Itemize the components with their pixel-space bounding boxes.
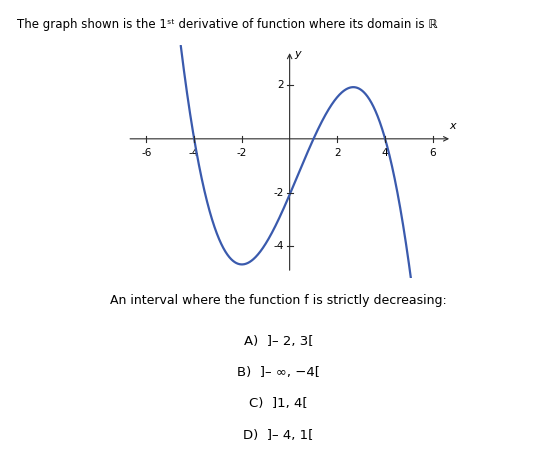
Text: -2: -2	[237, 148, 247, 158]
Text: 6: 6	[429, 148, 436, 158]
Text: -6: -6	[141, 148, 152, 158]
Text: 2: 2	[334, 148, 341, 158]
Text: An interval where the function f is strictly decreasing:: An interval where the function f is stri…	[110, 294, 447, 307]
Text: The graph shown is the 1ˢᵗ derivative of function where its domain is ℝ: The graph shown is the 1ˢᵗ derivative of…	[17, 18, 437, 31]
Text: -2: -2	[273, 188, 284, 198]
Text: 4: 4	[382, 148, 388, 158]
Text: A)  ]– 2, 3[: A) ]– 2, 3[	[244, 335, 313, 348]
Text: y: y	[295, 49, 301, 59]
Text: B)  ]– ∞, −4[: B) ]– ∞, −4[	[237, 366, 320, 379]
Text: -4: -4	[189, 148, 199, 158]
Text: x: x	[449, 121, 456, 131]
Text: -4: -4	[273, 241, 284, 251]
Text: D)  ]– 4, 1[: D) ]– 4, 1[	[243, 429, 314, 442]
Text: C)  ]1, 4[: C) ]1, 4[	[249, 397, 308, 410]
Text: 2: 2	[277, 80, 284, 90]
